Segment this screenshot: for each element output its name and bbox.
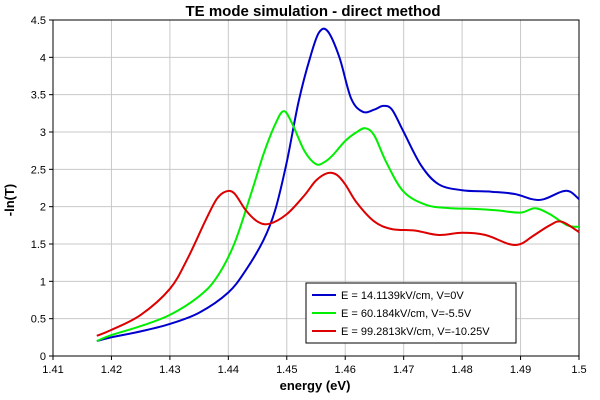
x-tick-label: 1.43 (159, 364, 180, 376)
plot-area-frame (52, 19, 580, 357)
y-tick-label: 2 (40, 202, 46, 214)
series-line-3 (96, 171, 580, 337)
x-tick-label: 1.46 (335, 364, 356, 376)
x-tick-label: 1.48 (451, 364, 472, 376)
series-lines (96, 27, 580, 343)
grid (53, 20, 579, 356)
x-axis-ticks: 1.41 1.42 1.43 1.44 1.45 1.46 1.47 1.48 1.49 1.5 (42, 356, 587, 376)
x-tick-label: 1.44 (218, 364, 239, 376)
y-tick-label: 3 (40, 127, 46, 139)
legend-label: E = 60.184kV/cm, V=-5.5V (341, 308, 472, 320)
y-axis-ticks: 0 0.5 1 1.5 2 2.5 3 3.5 4 4.5 (31, 15, 53, 363)
legend-label: E = 99.2813kV/cm, V=-10.25V (341, 326, 490, 338)
y-tick-label: 4.5 (31, 15, 46, 27)
x-tick-label: 1.41 (42, 364, 63, 376)
x-tick-label: 1.49 (510, 364, 531, 376)
y-tick-label: 2.5 (31, 164, 46, 176)
y-tick-label: 4 (40, 52, 46, 64)
y-tick-label: 0.5 (31, 314, 46, 326)
x-tick-label: 1.42 (101, 364, 122, 376)
y-tick-label: 1.5 (31, 239, 46, 251)
x-tick-label: 1.45 (276, 364, 297, 376)
x-axis-label: energy (eV) (280, 378, 351, 393)
legend-box (305, 282, 517, 344)
legend-label: E = 14.1139kV/cm, V=0V (341, 290, 464, 302)
y-tick-label: 0 (40, 351, 46, 363)
y-tick-label: 3.5 (31, 90, 46, 102)
series-line-2 (96, 110, 580, 343)
chart-title: TE mode simulation - direct method (185, 3, 440, 20)
x-tick-label: 1.47 (393, 364, 414, 376)
series-line-1 (96, 27, 580, 343)
legend: E = 14.1139kV/cm, V=0V E = 60.184kV/cm, V… (305, 282, 517, 344)
y-tick-label: 1 (40, 276, 46, 288)
y-axis-label: -ln(T) (2, 184, 17, 216)
x-tick-label: 1.5 (571, 364, 586, 376)
